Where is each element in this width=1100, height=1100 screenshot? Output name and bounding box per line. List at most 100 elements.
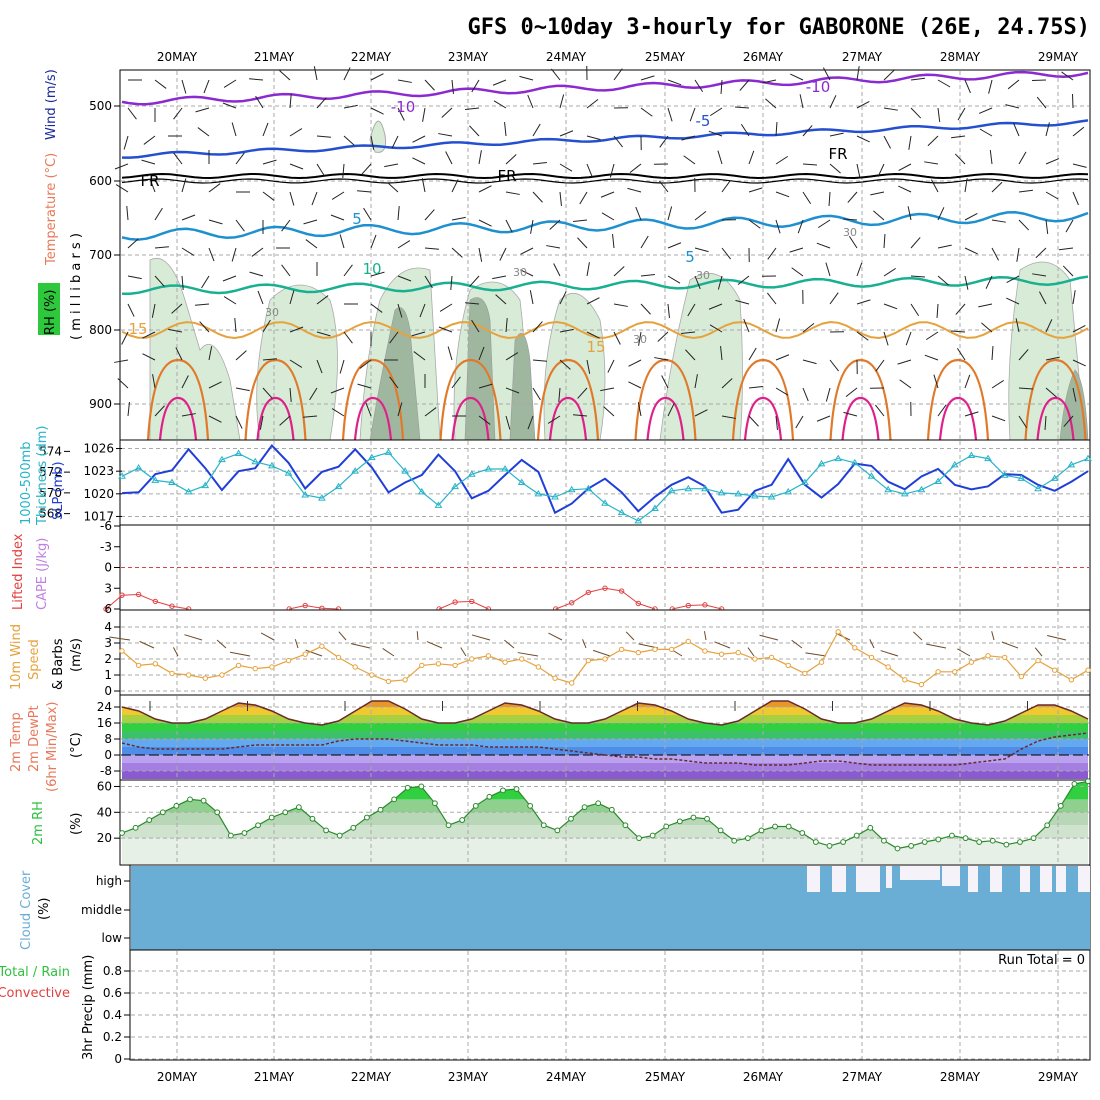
wind10-marker xyxy=(169,670,175,677)
wind10-barb xyxy=(416,631,419,641)
wind10-axis-label-3: & Barbs xyxy=(51,638,66,690)
wind-barb xyxy=(421,178,426,193)
rh2m-grid xyxy=(121,781,1089,864)
wind-barb xyxy=(478,346,485,361)
wind-barb xyxy=(339,234,345,249)
contour-20-lobe xyxy=(1024,358,1087,441)
wind-barb xyxy=(1045,122,1050,137)
rh2m-marker xyxy=(853,832,860,839)
wind-barb xyxy=(363,207,372,221)
wind-barb xyxy=(370,234,377,249)
wind-barb xyxy=(505,219,513,233)
wind10-barb xyxy=(957,648,971,657)
wind-barb xyxy=(397,107,405,121)
wind-barb xyxy=(877,163,885,177)
thickness-marker xyxy=(551,493,559,500)
rh-saturated-region xyxy=(369,307,421,441)
wind-barb xyxy=(573,219,588,222)
temp2m-axis-label-4: (°C) xyxy=(69,732,84,758)
wind-barb xyxy=(898,185,912,193)
wind-barb xyxy=(235,387,250,392)
wind10-axis-label-4: (m/s) xyxy=(69,638,84,672)
wind10-marker xyxy=(985,653,991,659)
rh-band xyxy=(122,838,1088,864)
wind-barb xyxy=(748,386,763,389)
contour-20-lobe xyxy=(244,358,307,441)
thickness-marker xyxy=(484,465,493,472)
wind-barb xyxy=(235,152,245,165)
wind-barb xyxy=(991,181,1003,193)
wind-barb xyxy=(856,135,870,143)
bottom-date-label: 22MAY xyxy=(351,1070,392,1084)
thickness-marker xyxy=(1034,484,1042,492)
wind-barb xyxy=(822,67,831,81)
wind10-marker xyxy=(302,651,308,657)
wind-barb xyxy=(1045,158,1060,165)
rh-contour-label: 30 xyxy=(696,269,710,282)
wind-barb xyxy=(208,219,223,225)
wind-barb xyxy=(601,212,615,221)
wind10-marker xyxy=(835,629,841,635)
wind-barb xyxy=(532,387,541,401)
wind-barb xyxy=(964,178,968,193)
contour-minus5-line xyxy=(122,119,1089,159)
wind-barb xyxy=(924,354,939,361)
li-line xyxy=(105,593,189,610)
wind10-barb xyxy=(504,639,515,649)
wind-barb xyxy=(930,179,939,193)
wind-barb xyxy=(559,130,574,137)
wind-barb xyxy=(303,415,318,418)
wind-barb xyxy=(797,219,804,234)
rh2m-marker xyxy=(799,830,806,836)
thickness-marker xyxy=(934,477,942,484)
wind-barb xyxy=(127,107,137,120)
wind-barb xyxy=(856,331,869,341)
wind-barb xyxy=(661,375,669,389)
wind-barb xyxy=(721,180,731,193)
wind-barb xyxy=(577,387,588,399)
wind-barb xyxy=(667,303,670,318)
rh2m-marker xyxy=(364,814,370,821)
wind-barb xyxy=(289,326,304,333)
precip-grid xyxy=(131,951,1089,1060)
contour-label: FR xyxy=(497,167,516,185)
wind-barb xyxy=(397,79,412,83)
li-tick-label: -6 xyxy=(100,519,112,533)
wind-barb xyxy=(505,191,520,195)
wind-barb xyxy=(316,163,325,177)
wind10-marker xyxy=(452,662,458,669)
top-date-label: 21MAY xyxy=(254,50,295,64)
wind-barb xyxy=(613,135,624,148)
wind-barb xyxy=(683,155,696,165)
top-date-label: 24MAY xyxy=(546,50,587,64)
top-date-label: 23MAY xyxy=(448,50,489,64)
thickness-marker xyxy=(1000,471,1009,478)
wind-barb xyxy=(1005,104,1020,109)
temperature-axis-label: Temperature (°C) xyxy=(44,153,59,266)
wind-barb xyxy=(991,247,1000,261)
rh-saturated-region xyxy=(509,333,536,441)
wind-barb xyxy=(956,347,966,361)
wind-barb xyxy=(303,219,318,225)
rh2m-marker xyxy=(785,823,792,830)
wind-barb xyxy=(438,326,453,333)
wind-barb xyxy=(173,152,183,165)
slp-tick-label: 1026 xyxy=(83,442,114,456)
wind-barb xyxy=(978,107,993,114)
wind-barb xyxy=(775,219,781,234)
wind-barb xyxy=(342,163,345,178)
wind-barb xyxy=(1062,265,1074,277)
rh2m-marker xyxy=(908,843,915,849)
rh-contour-label: 30 xyxy=(633,333,647,346)
wind10-marker xyxy=(519,656,525,662)
rh2m-marker xyxy=(377,806,384,813)
wind-barb xyxy=(937,107,941,122)
contour-labels: -10 -10 -5 FR FR FR 5 5 10 15 15 30 30 30 30 30 xyxy=(128,78,857,356)
contour-25-lobe xyxy=(256,396,295,441)
wind-barb xyxy=(397,206,400,221)
wind-barb xyxy=(365,402,372,417)
thickness-tick-label: 572 xyxy=(39,465,62,479)
wind-barb xyxy=(991,345,994,361)
cape-axis-label: CAPE (J/kg) xyxy=(35,538,50,610)
